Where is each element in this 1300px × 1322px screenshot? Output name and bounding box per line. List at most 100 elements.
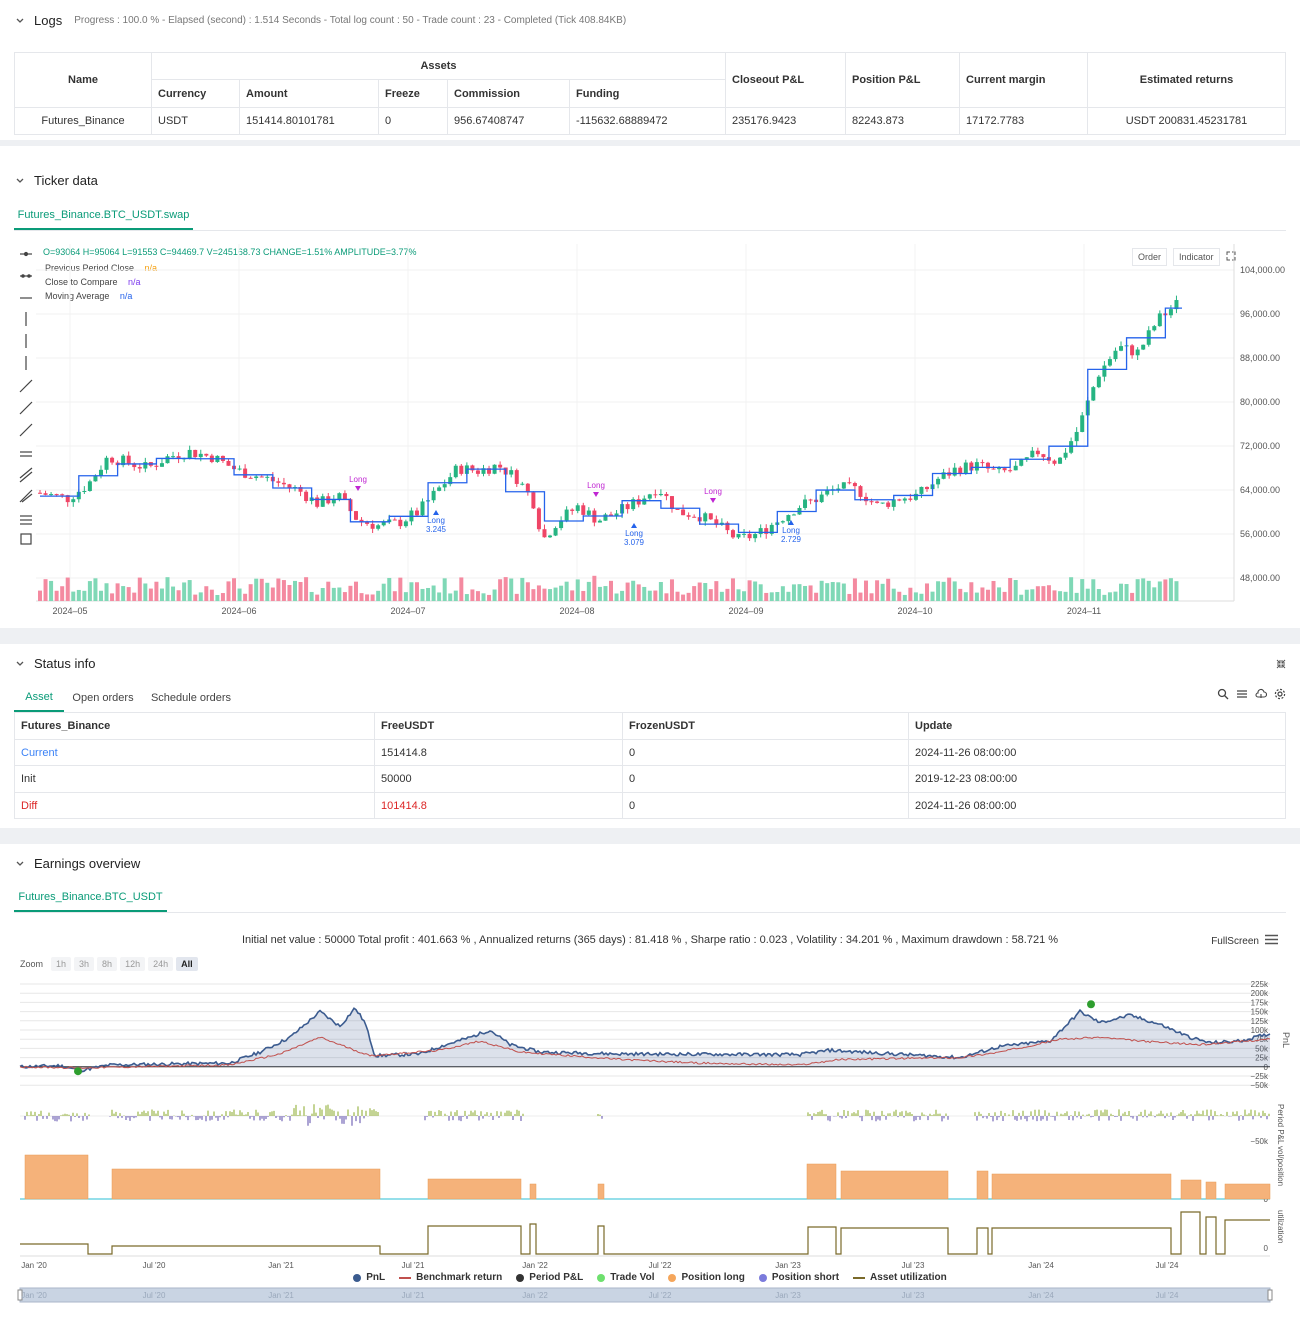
candle [636,499,641,505]
volume-bar [980,587,985,601]
row-label-current[interactable]: Current [14,739,375,766]
logs-header[interactable]: Logs Progress : 100.0 % - Elapsed (secon… [14,13,626,28]
zoom-All-button[interactable]: All [176,957,198,971]
tab-btc-usdt[interactable]: Futures_Binance.BTC_USDT [14,884,167,912]
volume-bar [1080,579,1085,601]
legend-item[interactable]: Trade Vol [597,1272,654,1283]
hamburger-icon[interactable] [1265,934,1278,948]
collapse-icon[interactable] [1276,658,1286,672]
y-tick-label: 104,000.00 [1240,265,1285,275]
zoom-8h-button[interactable]: 8h [97,957,118,971]
tab-asset[interactable]: Asset [14,684,64,712]
volume-bar [780,586,785,601]
legend-item[interactable]: PnL [353,1272,385,1283]
navigator-handle-left[interactable] [17,1289,23,1301]
zoom-3h-button[interactable]: 3h [74,957,95,971]
tab-open-orders[interactable]: Open orders [72,692,134,704]
legend-item[interactable]: Period P&L [516,1272,583,1283]
search-icon[interactable] [1217,688,1229,703]
volume-bar [1168,578,1173,601]
candle [908,498,913,500]
navigator-bar[interactable] [19,1287,1271,1303]
earnings-chart[interactable]: 225k200k175k150k125k100k75k50k25k0−25k−5… [0,844,1300,1322]
fullscreen-button[interactable]: FullScreen [1211,935,1259,947]
table-row: Diff 101414.8 0 2024-11-26 08:00:00 [14,792,1286,819]
volume-bar [187,580,192,601]
y-tick-label: 150k [1251,1008,1269,1017]
indicator-button[interactable]: Indicator [1173,248,1220,266]
candle [470,465,475,471]
earnings-section: Earnings overview Futures_Binance.BTC_US… [0,844,1300,1322]
candle [171,456,176,458]
candle [1107,359,1112,366]
candle [836,488,841,490]
candlestick-plot[interactable]: 104,000.00 96,000.00 88,000.00 80,000.00 72,… [36,244,1286,622]
volume-bar [653,590,658,601]
legend-item[interactable]: Benchmark return [399,1272,502,1283]
tab-schedule-orders[interactable]: Schedule orders [150,692,232,704]
candle [437,487,442,491]
tab-btc-swap[interactable]: Futures_Binance.BTC_USDT.swap [14,202,193,230]
cell-free: 151414.8 [374,739,623,766]
volume-bar [309,591,314,601]
volume-bar [304,577,309,601]
candle [226,460,231,466]
legend-item[interactable]: Position short [758,1272,839,1283]
zoom-1h-button[interactable]: 1h [51,957,72,971]
chevron-down-icon[interactable] [14,658,26,670]
legend-item: Close to Compare n/a [45,275,157,289]
drawing-toolbar [16,246,36,549]
chevron-down-icon[interactable] [14,15,26,27]
candle [542,529,547,538]
candle [875,501,880,503]
candle [936,478,941,485]
volume-bar [442,578,447,601]
candle [165,456,170,464]
cloud-icon[interactable] [1255,688,1268,703]
gear-icon[interactable] [1274,688,1286,703]
candle [1080,415,1085,432]
candle [276,481,281,483]
period-axis-label: Period P&L [1276,1104,1285,1145]
volume-bar [1157,581,1162,601]
chevron-down-icon[interactable] [14,175,26,187]
candle [559,520,564,529]
volume-bar [758,584,763,601]
chevron-down-icon[interactable] [14,858,26,870]
candle [331,499,336,504]
table-row: Init 50000 0 2019-12-23 08:00:00 [14,765,1286,793]
candle [692,516,697,518]
candle [1019,459,1024,466]
navigator-handle-right[interactable] [1267,1289,1273,1301]
legend-item[interactable]: Position long [668,1272,745,1283]
volume-bar [708,589,713,601]
volume-bar [453,590,458,601]
legend-item[interactable]: Asset utilization [853,1272,947,1283]
expand-icon[interactable] [1226,250,1236,264]
order-button[interactable]: Order [1132,248,1168,266]
status-title: Status info [34,656,96,671]
volume-bar [49,580,54,601]
volume-bar [609,580,613,601]
volume-bar [82,590,87,601]
zoom-24h-button[interactable]: 24h [148,957,174,971]
volume-bar [93,578,98,601]
candle [514,470,519,484]
ticker-chart[interactable]: O=93064 H=95064 L=91553 C=94469.7 V=2451… [36,244,1286,622]
volume-bar [664,593,669,601]
zoom-buttons: 1h 3h 8h 12h 24h All [51,956,201,971]
ticker-header[interactable]: Ticker data [14,173,98,188]
candle [365,521,370,524]
benchmark-line [19,1036,1271,1070]
candle [941,472,946,479]
volume-bar [431,585,436,601]
menu-icon[interactable] [1236,688,1248,703]
drawing-tools-icons[interactable] [16,246,36,546]
earnings-header[interactable]: Earnings overview [14,856,140,871]
candle [126,455,131,464]
status-header[interactable]: Status info [14,656,95,671]
candle [1130,345,1135,356]
logs-section: Logs Progress : 100.0 % - Elapsed (secon… [0,0,1300,140]
legend-label: Position long [681,1272,745,1283]
zoom-12h-button[interactable]: 12h [120,957,146,971]
